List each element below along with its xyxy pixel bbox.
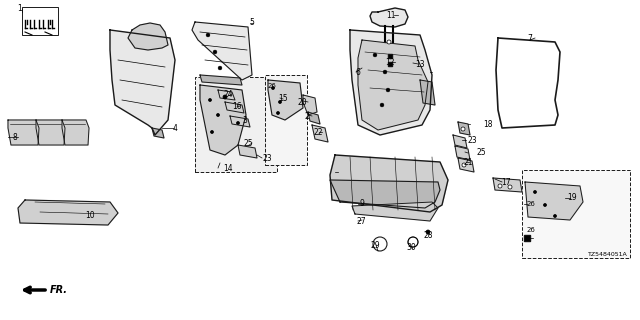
Text: 11: 11 (387, 11, 396, 20)
Circle shape (462, 163, 466, 167)
Polygon shape (388, 54, 392, 58)
Text: 12: 12 (385, 58, 395, 67)
Text: 3: 3 (243, 116, 248, 124)
Bar (265, 75, 307, 165)
Text: 24: 24 (223, 90, 233, 99)
Polygon shape (152, 128, 164, 138)
Polygon shape (330, 180, 440, 208)
Polygon shape (352, 202, 438, 221)
Polygon shape (110, 30, 175, 135)
Circle shape (271, 86, 275, 90)
Bar (522, 170, 630, 258)
Text: 5: 5 (250, 18, 255, 27)
Text: 23: 23 (467, 135, 477, 145)
Circle shape (218, 66, 222, 70)
Text: 28: 28 (423, 230, 433, 239)
Text: 20: 20 (297, 98, 307, 107)
Polygon shape (330, 155, 448, 212)
Polygon shape (18, 200, 118, 225)
Polygon shape (455, 146, 470, 160)
Polygon shape (128, 23, 168, 50)
Polygon shape (36, 120, 65, 145)
Circle shape (387, 40, 391, 44)
Polygon shape (225, 102, 244, 113)
Text: TZ5484051A: TZ5484051A (588, 252, 628, 257)
Text: 17: 17 (501, 178, 511, 187)
Text: 2: 2 (305, 111, 309, 121)
Circle shape (508, 185, 512, 189)
Text: 18: 18 (483, 119, 493, 129)
Circle shape (276, 111, 280, 115)
Text: 7: 7 (527, 34, 532, 43)
Text: 25: 25 (243, 139, 253, 148)
Bar (195, 77, 277, 172)
Polygon shape (350, 30, 432, 135)
Circle shape (534, 190, 536, 194)
Polygon shape (453, 135, 467, 148)
Text: 23: 23 (262, 154, 272, 163)
Text: FR.: FR. (50, 285, 68, 295)
Polygon shape (312, 125, 328, 142)
Circle shape (383, 70, 387, 74)
Text: 30: 30 (406, 244, 416, 252)
Text: 9: 9 (360, 199, 364, 209)
Text: 21: 21 (463, 157, 473, 166)
Text: 8: 8 (13, 132, 17, 141)
Text: 6: 6 (356, 68, 360, 76)
Text: 22: 22 (313, 127, 323, 137)
Circle shape (386, 88, 390, 92)
Polygon shape (268, 80, 303, 120)
Text: 19: 19 (567, 194, 577, 203)
Polygon shape (420, 80, 435, 105)
Text: 26: 26 (527, 201, 536, 207)
Polygon shape (62, 120, 89, 145)
Polygon shape (200, 75, 242, 85)
Polygon shape (192, 22, 252, 80)
Text: 16: 16 (232, 101, 242, 110)
Text: 25: 25 (476, 148, 486, 156)
Text: 29: 29 (370, 241, 380, 250)
Text: 27: 27 (356, 217, 366, 226)
Circle shape (206, 33, 210, 37)
Circle shape (554, 214, 557, 218)
Polygon shape (524, 235, 530, 241)
Circle shape (237, 122, 239, 124)
Text: 13: 13 (415, 60, 425, 68)
Circle shape (498, 184, 502, 188)
Text: 1: 1 (18, 4, 22, 12)
Polygon shape (493, 178, 522, 192)
Circle shape (380, 103, 384, 107)
Polygon shape (458, 122, 470, 135)
Text: 15: 15 (278, 93, 288, 102)
Polygon shape (525, 182, 583, 220)
Polygon shape (238, 145, 257, 158)
Bar (22, 7, 58, 35)
Circle shape (461, 127, 465, 131)
Polygon shape (458, 158, 474, 172)
Polygon shape (308, 112, 320, 124)
Polygon shape (358, 40, 428, 130)
Circle shape (426, 230, 430, 234)
Text: 26: 26 (268, 83, 276, 89)
Circle shape (278, 100, 282, 103)
Text: 10: 10 (85, 211, 95, 220)
Polygon shape (303, 95, 317, 115)
Polygon shape (230, 116, 250, 127)
Circle shape (373, 53, 377, 57)
Polygon shape (200, 85, 246, 155)
Polygon shape (370, 8, 408, 27)
Text: 4: 4 (173, 124, 177, 132)
Circle shape (211, 131, 214, 133)
Text: 26: 26 (527, 227, 536, 233)
Polygon shape (388, 62, 392, 66)
Circle shape (213, 50, 217, 54)
Circle shape (216, 114, 220, 116)
Circle shape (223, 95, 227, 99)
Polygon shape (218, 90, 235, 100)
Circle shape (543, 204, 547, 206)
Text: 14: 14 (223, 164, 233, 172)
Circle shape (209, 99, 211, 101)
Polygon shape (8, 120, 39, 145)
